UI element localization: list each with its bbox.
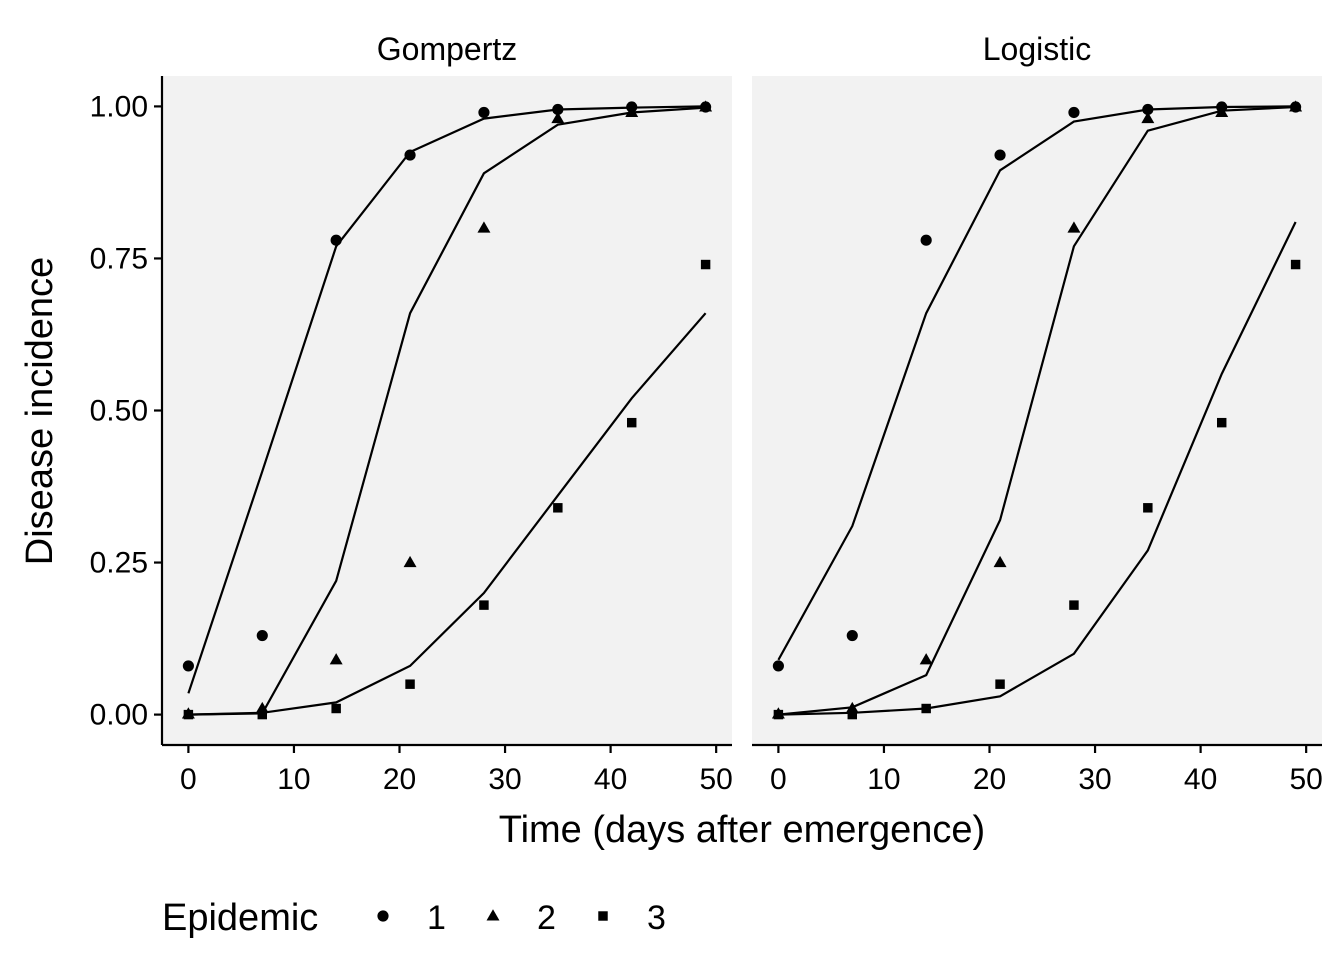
facet-strip-label: Gompertz: [377, 31, 517, 67]
legend-entry-1: 1: [377, 899, 446, 937]
fitted-curve-epidemic-1: [777, 105, 1296, 661]
point-epidemic-1: [846, 629, 858, 642]
point-epidemic-1: [1068, 106, 1080, 119]
x-tick-label: 50: [1289, 763, 1322, 796]
y-tick-label: 0.50: [90, 395, 148, 428]
point-epidemic-2: [551, 111, 565, 124]
x-tick-label: 20: [383, 763, 416, 796]
x-tick-label: 0: [770, 763, 787, 796]
point-epidemic-2: [1289, 100, 1303, 112]
point-epidemic-1: [404, 149, 416, 161]
point-epidemic-3: [921, 703, 931, 714]
point-epidemic-3: [1143, 503, 1153, 513]
point-epidemic-2: [919, 653, 933, 665]
legend-key-square: [598, 911, 608, 921]
legend: Epidemic 1 2 3: [162, 897, 666, 939]
point-epidemic-3: [331, 703, 341, 714]
point-epidemic-1: [1142, 103, 1154, 116]
point-epidemic-2: [329, 653, 343, 665]
y-tick-label: 0.75: [90, 242, 148, 275]
point-epidemic-3: [773, 709, 784, 720]
point-epidemic-2: [1141, 111, 1155, 124]
fitted-curve-epidemic-2: [188, 106, 706, 716]
point-epidemic-1: [182, 660, 194, 672]
point-epidemic-2: [477, 221, 491, 233]
point-epidemic-3: [1290, 259, 1301, 270]
legend-entry-2: 2: [486, 899, 556, 937]
point-epidemic-3: [257, 709, 268, 720]
x-tick-label: 10: [277, 763, 310, 796]
point-epidemic-2: [1215, 105, 1229, 118]
facet-panels: Gompertz 0 10 20 30 40 50 0.00 0.25 0.50 0.75 1.00 L…: [90, 31, 1323, 796]
point-epidemic-1: [330, 234, 342, 246]
point-epidemic-3: [626, 417, 637, 428]
fitted-curve-epidemic-2: [778, 105, 1296, 716]
point-epidemic-1: [478, 106, 490, 119]
point-epidemic-3: [700, 259, 711, 270]
point-epidemic-3: [479, 600, 489, 610]
point-epidemic-1: [920, 234, 932, 246]
point-epidemic-2: [993, 555, 1007, 568]
point-epidemic-1: [772, 660, 784, 672]
y-tick-label: 1.00: [90, 90, 148, 123]
fitted-curve-epidemic-1: [187, 105, 706, 694]
point-epidemic-3: [1069, 600, 1079, 610]
legend-key-triangle: [486, 909, 500, 921]
x-tick-label: 50: [699, 763, 732, 796]
legend-label: 1: [427, 899, 446, 937]
x-tick-label: 0: [180, 763, 197, 796]
y-axis-title: Disease incidence: [19, 257, 61, 565]
point-epidemic-1: [994, 149, 1006, 161]
panel-background: [752, 76, 1322, 745]
x-tick-label: 20: [973, 763, 1006, 796]
point-epidemic-3: [995, 679, 1005, 689]
x-tick-label: 10: [867, 763, 900, 796]
point-epidemic-3: [1216, 417, 1227, 428]
panel-background: [162, 76, 732, 745]
point-epidemic-2: [625, 105, 639, 118]
y-tick-label: 0.00: [90, 699, 148, 732]
x-tick-label: 30: [1078, 763, 1111, 796]
legend-title: Epidemic: [162, 897, 318, 939]
x-tick-label: 40: [594, 763, 627, 796]
y-tick-label: 0.25: [90, 547, 148, 580]
point-epidemic-1: [256, 629, 268, 642]
facet-panel-gompertz: Gompertz 0 10 20 30 40 50 0.00 0.25 0.50 0.75 1.00: [90, 31, 733, 796]
facet-strip-label: Logistic: [983, 31, 1092, 67]
point-epidemic-2: [403, 555, 417, 568]
legend-key-circle: [377, 910, 389, 922]
x-axis-title: Time (days after emergence): [499, 809, 985, 851]
point-epidemic-3: [553, 503, 563, 513]
legend-label: 2: [537, 899, 556, 937]
point-epidemic-2: [699, 100, 713, 112]
fitted-curve-epidemic-3: [188, 312, 707, 716]
point-epidemic-3: [847, 709, 858, 720]
point-epidemic-1: [552, 103, 564, 116]
fitted-curve-epidemic-3: [778, 221, 1297, 716]
point-epidemic-3: [183, 709, 194, 720]
legend-items: 1 2 3: [377, 899, 666, 937]
legend-entry-3: 3: [598, 899, 666, 937]
facet-panel-logistic: Logistic 0 10 20 30 40 50: [752, 31, 1323, 796]
x-tick-label: 30: [488, 763, 521, 796]
legend-label: 3: [647, 899, 666, 937]
point-epidemic-2: [1067, 221, 1081, 233]
point-epidemic-3: [405, 679, 415, 689]
x-tick-label: 40: [1184, 763, 1217, 796]
